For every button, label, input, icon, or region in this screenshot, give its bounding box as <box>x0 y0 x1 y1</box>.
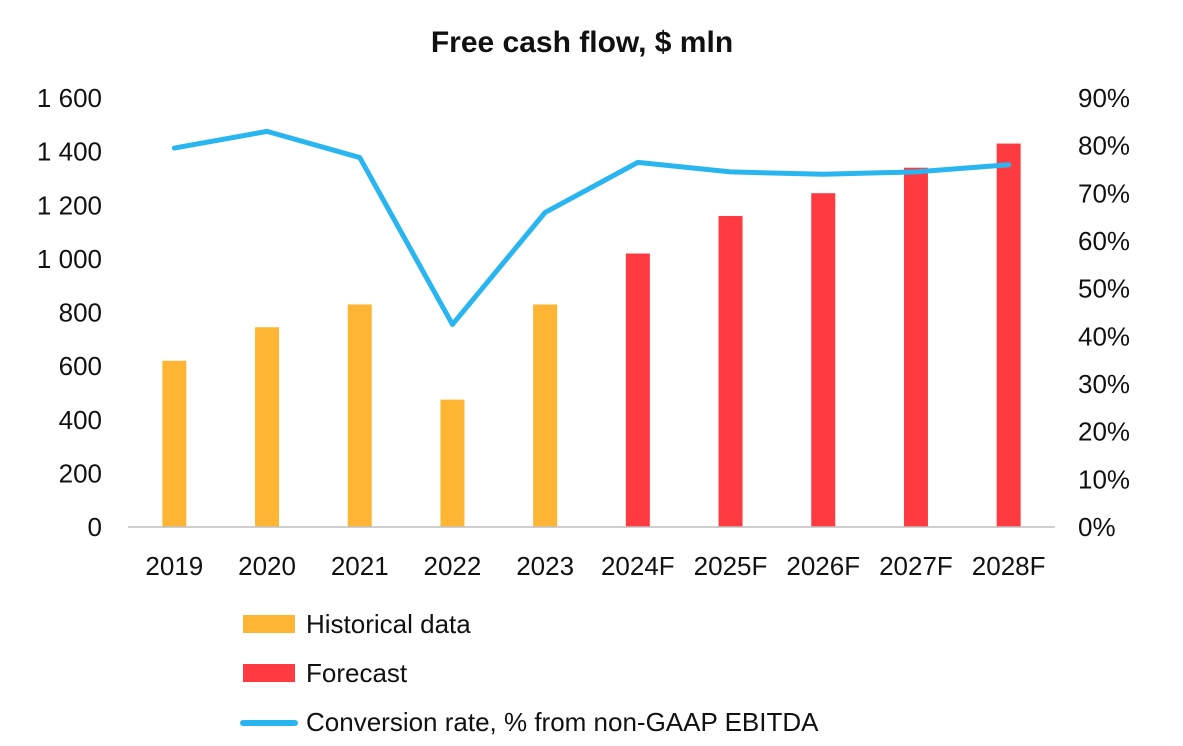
right-tick-label: 50% <box>1078 274 1130 304</box>
left-tick-label: 1 600 <box>37 83 102 113</box>
right-tick-label: 90% <box>1078 83 1130 113</box>
left-tick-label: 1 000 <box>37 244 102 274</box>
right-tick-label: 60% <box>1078 226 1130 256</box>
legend: Historical data Forecast Conversion rate… <box>240 609 819 737</box>
bar-2027f <box>903 167 928 527</box>
bar-2019 <box>162 360 187 527</box>
legend-label-conversion: Conversion rate, % from non-GAAP EBITDA <box>306 707 819 737</box>
left-axis-ticks: 0 200 400 600 800 1 000 1 200 1 400 1 600 <box>37 83 102 542</box>
right-tick-label: 20% <box>1078 417 1130 447</box>
right-tick-label: 30% <box>1078 369 1130 399</box>
right-axis-ticks: 0% 10% 20% 30% 40% 50% 60% 70% 80% 90% <box>1078 83 1130 542</box>
legend-swatch-historical <box>243 615 295 633</box>
left-tick-label: 1 200 <box>37 190 102 220</box>
right-tick-label: 40% <box>1078 321 1130 351</box>
left-tick-label: 400 <box>59 405 102 435</box>
conversion-rate-line <box>171 128 1012 327</box>
bar-2024f <box>625 253 650 527</box>
x-tick-label: 2019 <box>145 551 203 581</box>
right-tick-label: 0% <box>1078 512 1116 542</box>
bars <box>162 143 1021 528</box>
x-tick-label: 2027F <box>879 551 953 581</box>
bar-2020 <box>255 327 280 527</box>
bar-2026f <box>811 193 836 527</box>
left-tick-label: 200 <box>59 458 102 488</box>
right-tick-label: 10% <box>1078 464 1130 494</box>
x-tick-label: 2023 <box>516 551 574 581</box>
bar-2023 <box>533 304 558 527</box>
bar-2022 <box>440 399 465 527</box>
conversion-line <box>171 128 1012 327</box>
right-tick-label: 70% <box>1078 178 1130 208</box>
left-tick-label: 600 <box>59 351 102 381</box>
legend-label-forecast: Forecast <box>306 658 408 688</box>
bar-2028f <box>996 143 1021 528</box>
bar-2021 <box>347 304 372 527</box>
chart-title: Free cash flow, $ mln <box>431 26 733 59</box>
x-tick-label: 2022 <box>424 551 482 581</box>
left-tick-label: 1 400 <box>37 137 102 167</box>
right-tick-label: 80% <box>1078 131 1130 161</box>
x-tick-label: 2024F <box>601 551 675 581</box>
x-tick-label: 2021 <box>331 551 389 581</box>
left-tick-label: 800 <box>59 298 102 328</box>
bar-2025f <box>718 215 743 527</box>
x-axis-ticks: 2019 2020 2021 2022 2023 2024F 2025F 2026F 2027F… <box>145 551 1045 581</box>
x-tick-label: 2025F <box>694 551 768 581</box>
left-tick-label: 0 <box>88 512 102 542</box>
legend-swatch-forecast <box>243 664 295 682</box>
x-tick-label: 2020 <box>238 551 296 581</box>
x-tick-label: 2028F <box>972 551 1046 581</box>
x-tick-label: 2026F <box>786 551 860 581</box>
legend-label-historical: Historical data <box>306 609 471 639</box>
